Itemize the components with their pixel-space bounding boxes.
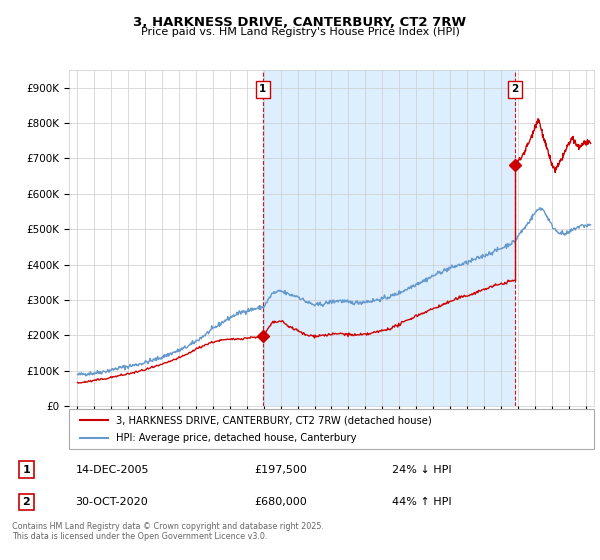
Text: 3, HARKNESS DRIVE, CANTERBURY, CT2 7RW: 3, HARKNESS DRIVE, CANTERBURY, CT2 7RW: [133, 16, 467, 29]
Bar: [263, 70, 515, 406]
Text: 30-OCT-2020: 30-OCT-2020: [76, 497, 148, 507]
Text: HPI: Average price, detached house, Canterbury: HPI: Average price, detached house, Cant…: [116, 433, 357, 443]
Text: 2: 2: [511, 85, 518, 95]
Text: Price paid vs. HM Land Registry's House Price Index (HPI): Price paid vs. HM Land Registry's House …: [140, 27, 460, 37]
Text: Contains HM Land Registry data © Crown copyright and database right 2025.
This d: Contains HM Land Registry data © Crown c…: [12, 522, 324, 542]
Text: 1: 1: [259, 85, 266, 95]
Text: 44% ↑ HPI: 44% ↑ HPI: [392, 497, 452, 507]
Text: 14-DEC-2005: 14-DEC-2005: [76, 465, 149, 475]
Text: 24% ↓ HPI: 24% ↓ HPI: [392, 465, 452, 475]
Text: £680,000: £680,000: [254, 497, 307, 507]
Text: 2: 2: [23, 497, 30, 507]
Text: 3, HARKNESS DRIVE, CANTERBURY, CT2 7RW (detached house): 3, HARKNESS DRIVE, CANTERBURY, CT2 7RW (…: [116, 415, 432, 425]
Text: £197,500: £197,500: [254, 465, 307, 475]
Text: 1: 1: [23, 465, 30, 475]
